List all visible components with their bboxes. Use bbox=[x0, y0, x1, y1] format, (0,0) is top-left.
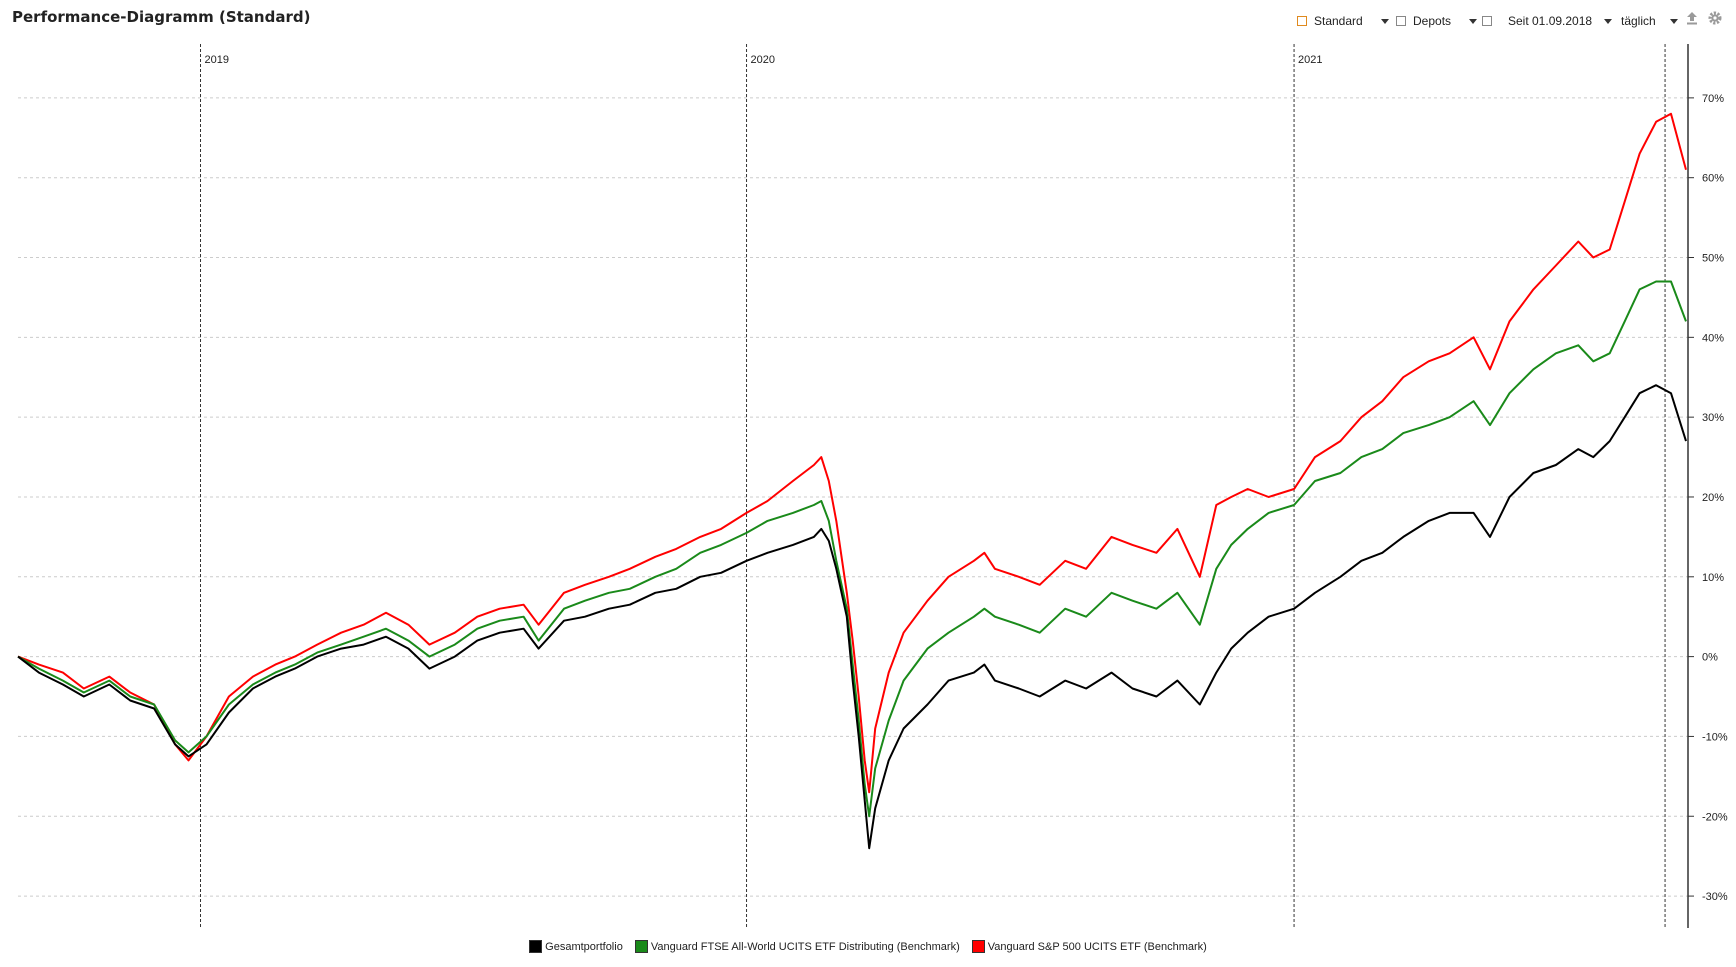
legend-item-ftse[interactable]: Vanguard FTSE All-World UCITS ETF Distri… bbox=[634, 940, 960, 953]
y-tick-label: 70% bbox=[1702, 93, 1724, 105]
legend-label: Vanguard S&P 500 UCITS ETF (Benchmark) bbox=[987, 940, 1207, 953]
chevron-down-icon bbox=[1469, 18, 1478, 24]
legend-swatch bbox=[971, 940, 985, 953]
year-marker-label: 2021 bbox=[1298, 54, 1322, 66]
depots-label: Depots bbox=[1413, 14, 1452, 28]
y-tick-label: -20% bbox=[1702, 811, 1728, 823]
page-title: Performance-Diagramm (Standard) bbox=[12, 8, 311, 26]
interval-select[interactable]: täglich bbox=[1621, 14, 1678, 28]
y-tick-label: 40% bbox=[1702, 332, 1724, 344]
calendar-icon bbox=[1482, 16, 1492, 26]
y-tick-label: 50% bbox=[1702, 253, 1724, 265]
depots-icon bbox=[1396, 16, 1406, 26]
chevron-down-icon bbox=[1380, 18, 1389, 24]
performance-chart: 70% 60% 50% 40% 30% 20% 10% 0% -10% -20% -30% 2019 2… bbox=[17, 44, 1728, 928]
view-label: Standard bbox=[1314, 14, 1363, 28]
y-tick-label: -30% bbox=[1702, 891, 1728, 903]
legend-label: Gesamtportfolio bbox=[545, 940, 623, 953]
interval-label: täglich bbox=[1621, 14, 1656, 28]
year-marker-label: 2019 bbox=[205, 54, 229, 66]
series-line-1 bbox=[17, 280, 1687, 818]
y-tick-label: 10% bbox=[1702, 572, 1724, 584]
legend: Gesamtportfolio Vanguard FTSE All-World … bbox=[0, 940, 1736, 953]
legend-swatch bbox=[529, 940, 543, 953]
y-tick-label: 30% bbox=[1702, 412, 1724, 424]
legend-item-sp500[interactable]: Vanguard S&P 500 UCITS ETF (Benchmark) bbox=[971, 940, 1207, 953]
y-tick-label: 60% bbox=[1702, 173, 1724, 185]
chevron-down-icon bbox=[1604, 18, 1613, 24]
y-tick-label: 20% bbox=[1702, 492, 1724, 504]
legend-swatch bbox=[634, 940, 648, 953]
view-select[interactable]: Standard bbox=[1297, 14, 1389, 28]
view-icon bbox=[1297, 16, 1307, 26]
period-select[interactable]: Seit 01.09.2018 bbox=[1482, 14, 1613, 28]
upload-icon[interactable] bbox=[1684, 10, 1700, 26]
y-tick-label: -10% bbox=[1702, 731, 1728, 743]
legend-label: Vanguard FTSE All-World UCITS ETF Distri… bbox=[650, 940, 960, 953]
depots-select[interactable]: Depots bbox=[1396, 14, 1478, 28]
period-label: Seit 01.09.2018 bbox=[1508, 14, 1593, 28]
year-marker-label: 2020 bbox=[751, 54, 775, 66]
y-tick-label: 0% bbox=[1702, 652, 1718, 664]
series-line-0 bbox=[17, 384, 1687, 850]
legend-item-portfolio[interactable]: Gesamtportfolio bbox=[529, 940, 623, 953]
series-line-2 bbox=[17, 112, 1687, 794]
chevron-down-icon bbox=[1669, 18, 1678, 24]
gear-icon[interactable] bbox=[1707, 10, 1723, 26]
